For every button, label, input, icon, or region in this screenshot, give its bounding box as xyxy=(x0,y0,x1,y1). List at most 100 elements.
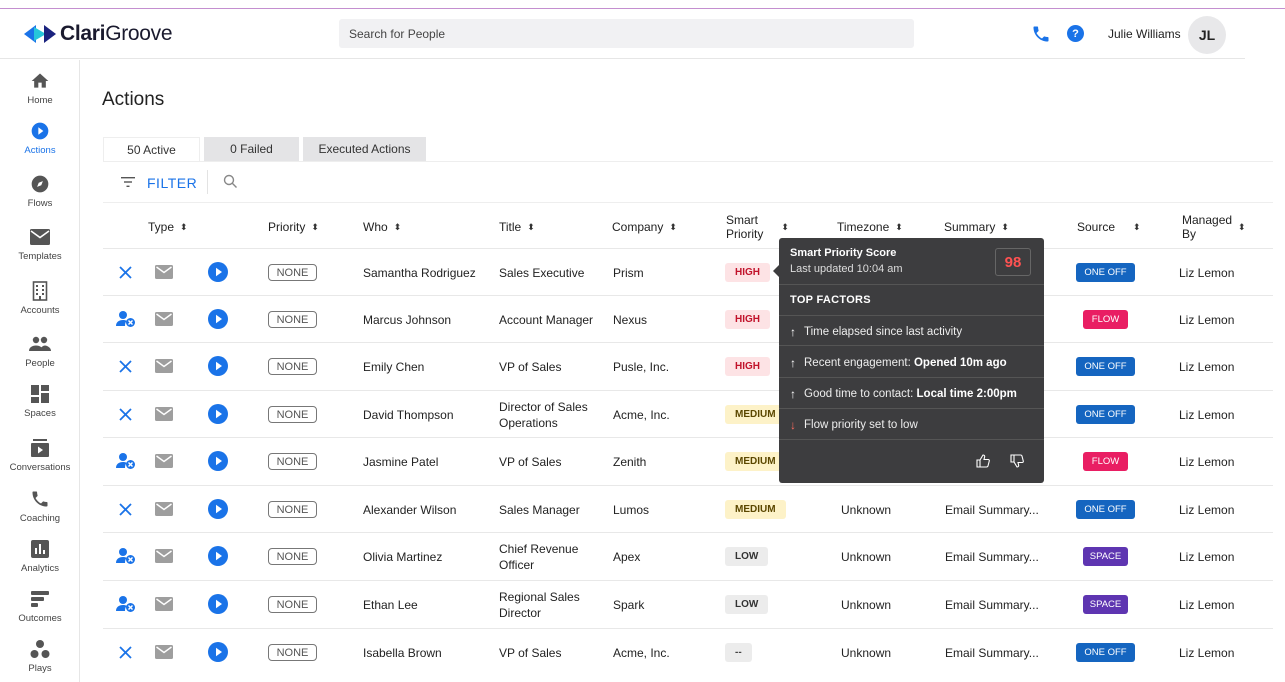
sidebar-item-people[interactable]: People xyxy=(0,333,80,381)
who-cell[interactable]: Marcus Johnson xyxy=(363,312,452,327)
who-cell[interactable]: Emily Chen xyxy=(363,359,425,374)
close-icon[interactable] xyxy=(119,360,132,373)
play-button-icon[interactable] xyxy=(208,356,228,376)
table-row[interactable]: NONE Marcus Johnson Account Manager Nexus HI… xyxy=(103,295,1273,342)
priority-badge[interactable]: NONE xyxy=(268,548,317,565)
search-input[interactable]: Search for People xyxy=(339,19,914,48)
sidebar-item-templates[interactable]: Templates xyxy=(0,226,80,274)
table-row[interactable]: NONE Jasmine Patel VP of Sales Zenith MEDIUM… xyxy=(103,437,1273,484)
user-blocked-icon[interactable] xyxy=(116,595,136,613)
priority-badge[interactable]: NONE xyxy=(268,596,317,613)
play-button-icon[interactable] xyxy=(208,499,228,519)
priority-badge[interactable]: NONE xyxy=(268,644,317,661)
phone-icon[interactable] xyxy=(1031,24,1051,44)
priority-badge[interactable]: NONE xyxy=(268,358,317,375)
smart-priority-badge[interactable]: HIGH xyxy=(725,310,770,329)
avatar[interactable]: JL xyxy=(1188,16,1226,54)
priority-badge[interactable]: NONE xyxy=(268,311,317,328)
close-icon[interactable] xyxy=(119,646,132,659)
tab-failed[interactable]: 0 Failed xyxy=(204,137,299,161)
table-row[interactable]: NONE Emily Chen VP of Sales Pusle, Inc. HIGH… xyxy=(103,342,1273,389)
filter-button[interactable]: FILTER xyxy=(147,175,198,191)
table-row[interactable]: NONE Samantha Rodriguez Sales Executive Pri… xyxy=(103,248,1273,295)
smart-priority-badge[interactable]: HIGH xyxy=(725,263,770,282)
sidebar-item-home[interactable]: Home xyxy=(0,70,80,118)
close-icon[interactable] xyxy=(119,503,132,516)
who-cell[interactable]: Isabella Brown xyxy=(363,645,442,660)
priority-badge[interactable]: NONE xyxy=(268,264,317,281)
play-button-icon[interactable] xyxy=(208,309,228,329)
outcomes-icon xyxy=(31,591,49,607)
smart-priority-badge[interactable]: LOW xyxy=(725,547,769,566)
smart-priority-badge[interactable]: LOW xyxy=(725,595,769,614)
who-cell[interactable]: David Thompson xyxy=(363,407,454,422)
column-header-title[interactable]: Title ⬍ xyxy=(499,220,535,234)
column-header-priority[interactable]: Priority ⬍ xyxy=(268,220,319,234)
priority-badge[interactable]: NONE xyxy=(268,453,317,470)
tab-active[interactable]: 50 Active xyxy=(103,137,200,161)
source-badge: ONE OFF xyxy=(1076,500,1135,519)
summary-cell[interactable]: Email Summary... xyxy=(945,597,1039,612)
sidebar-item-plays[interactable]: Plays xyxy=(0,638,80,682)
smart-priority-badge[interactable]: MEDIUM xyxy=(725,452,786,471)
divider xyxy=(207,170,208,194)
who-cell[interactable]: Alexander Wilson xyxy=(363,502,457,517)
column-header-company[interactable]: Company ⬍ xyxy=(612,220,677,234)
table-row[interactable]: NONE Olivia Martinez Chief Revenue Officer… xyxy=(103,532,1273,579)
play-button-icon[interactable] xyxy=(208,404,228,424)
sidebar-item-conversations[interactable]: Conversations xyxy=(0,437,80,485)
column-header-who[interactable]: Who ⬍ xyxy=(363,220,402,234)
close-icon[interactable] xyxy=(119,266,132,279)
thumbs-down-icon[interactable] xyxy=(1010,454,1024,468)
column-header-summary[interactable]: Summary ⬍ xyxy=(944,220,1009,234)
smart-priority-badge[interactable]: HIGH xyxy=(725,357,770,376)
search-icon[interactable] xyxy=(223,174,238,189)
play-button-icon[interactable] xyxy=(208,546,228,566)
summary-cell[interactable]: Email Summary... xyxy=(945,549,1039,564)
table-row[interactable]: NONE Ethan Lee Regional Sales Director Spar… xyxy=(103,580,1273,627)
sidebar-item-outcomes[interactable]: Outcomes xyxy=(0,588,80,636)
summary-cell[interactable]: Email Summary... xyxy=(945,502,1039,517)
user-blocked-icon[interactable] xyxy=(116,547,136,565)
who-cell[interactable]: Jasmine Patel xyxy=(363,454,439,469)
play-button-icon[interactable] xyxy=(208,262,228,282)
sort-icon: ⬍ xyxy=(311,222,319,232)
smart-priority-badge[interactable]: MEDIUM xyxy=(725,405,786,424)
sidebar-item-actions[interactable]: Actions xyxy=(0,120,80,168)
mail-icon xyxy=(155,407,173,421)
title-cell: Chief Revenue Officer xyxy=(499,541,579,572)
user-name[interactable]: Julie Williams xyxy=(1108,27,1181,41)
column-header-type[interactable]: Type ⬍ xyxy=(148,220,188,234)
play-button-icon[interactable] xyxy=(208,594,228,614)
sidebar-item-analytics[interactable]: Analytics xyxy=(0,538,80,586)
smart-priority-badge[interactable]: MEDIUM xyxy=(725,500,786,519)
sidebar-item-flows[interactable]: Flows xyxy=(0,173,80,221)
sidebar-item-spaces[interactable]: Spaces xyxy=(0,383,80,431)
help-icon[interactable]: ? xyxy=(1067,25,1084,42)
column-header-timezone[interactable]: Timezone ⬍ xyxy=(837,220,903,234)
column-header-smart-priority[interactable]: Smart Priority ⬍ xyxy=(726,213,789,241)
who-cell[interactable]: Olivia Martinez xyxy=(363,549,443,564)
priority-badge[interactable]: NONE xyxy=(268,406,317,423)
summary-cell[interactable]: Email Summary... xyxy=(945,645,1039,660)
play-button-icon[interactable] xyxy=(208,642,228,662)
brand-logo[interactable]: ClariGroove xyxy=(24,22,173,46)
smart-priority-badge[interactable]: -- xyxy=(725,643,752,662)
who-cell[interactable]: Ethan Lee xyxy=(363,597,418,612)
tab-executed[interactable]: Executed Actions xyxy=(303,137,426,161)
close-icon[interactable] xyxy=(119,408,132,421)
user-blocked-icon[interactable] xyxy=(116,452,136,470)
table-row[interactable]: NONE Isabella Brown VP of Sales Acme, Inc. -… xyxy=(103,628,1273,675)
play-button-icon[interactable] xyxy=(208,451,228,471)
who-cell[interactable]: Samantha Rodriguez xyxy=(363,265,476,280)
column-header-source[interactable]: Source ⬍ xyxy=(1077,220,1141,234)
user-blocked-icon[interactable] xyxy=(116,310,136,328)
sidebar-item-accounts[interactable]: Accounts xyxy=(0,280,80,328)
priority-badge[interactable]: NONE xyxy=(268,501,317,518)
column-header-managed-by[interactable]: Managed By ⬍ xyxy=(1182,213,1246,241)
thumbs-up-icon[interactable] xyxy=(976,454,990,468)
table-row[interactable]: NONE David Thompson Director of Sales Oper… xyxy=(103,390,1273,437)
table-row[interactable]: NONE Alexander Wilson Sales Manager Lumos ME… xyxy=(103,485,1273,532)
sidebar-item-coaching[interactable]: Coaching xyxy=(0,488,80,536)
filter-icon[interactable] xyxy=(121,176,135,188)
